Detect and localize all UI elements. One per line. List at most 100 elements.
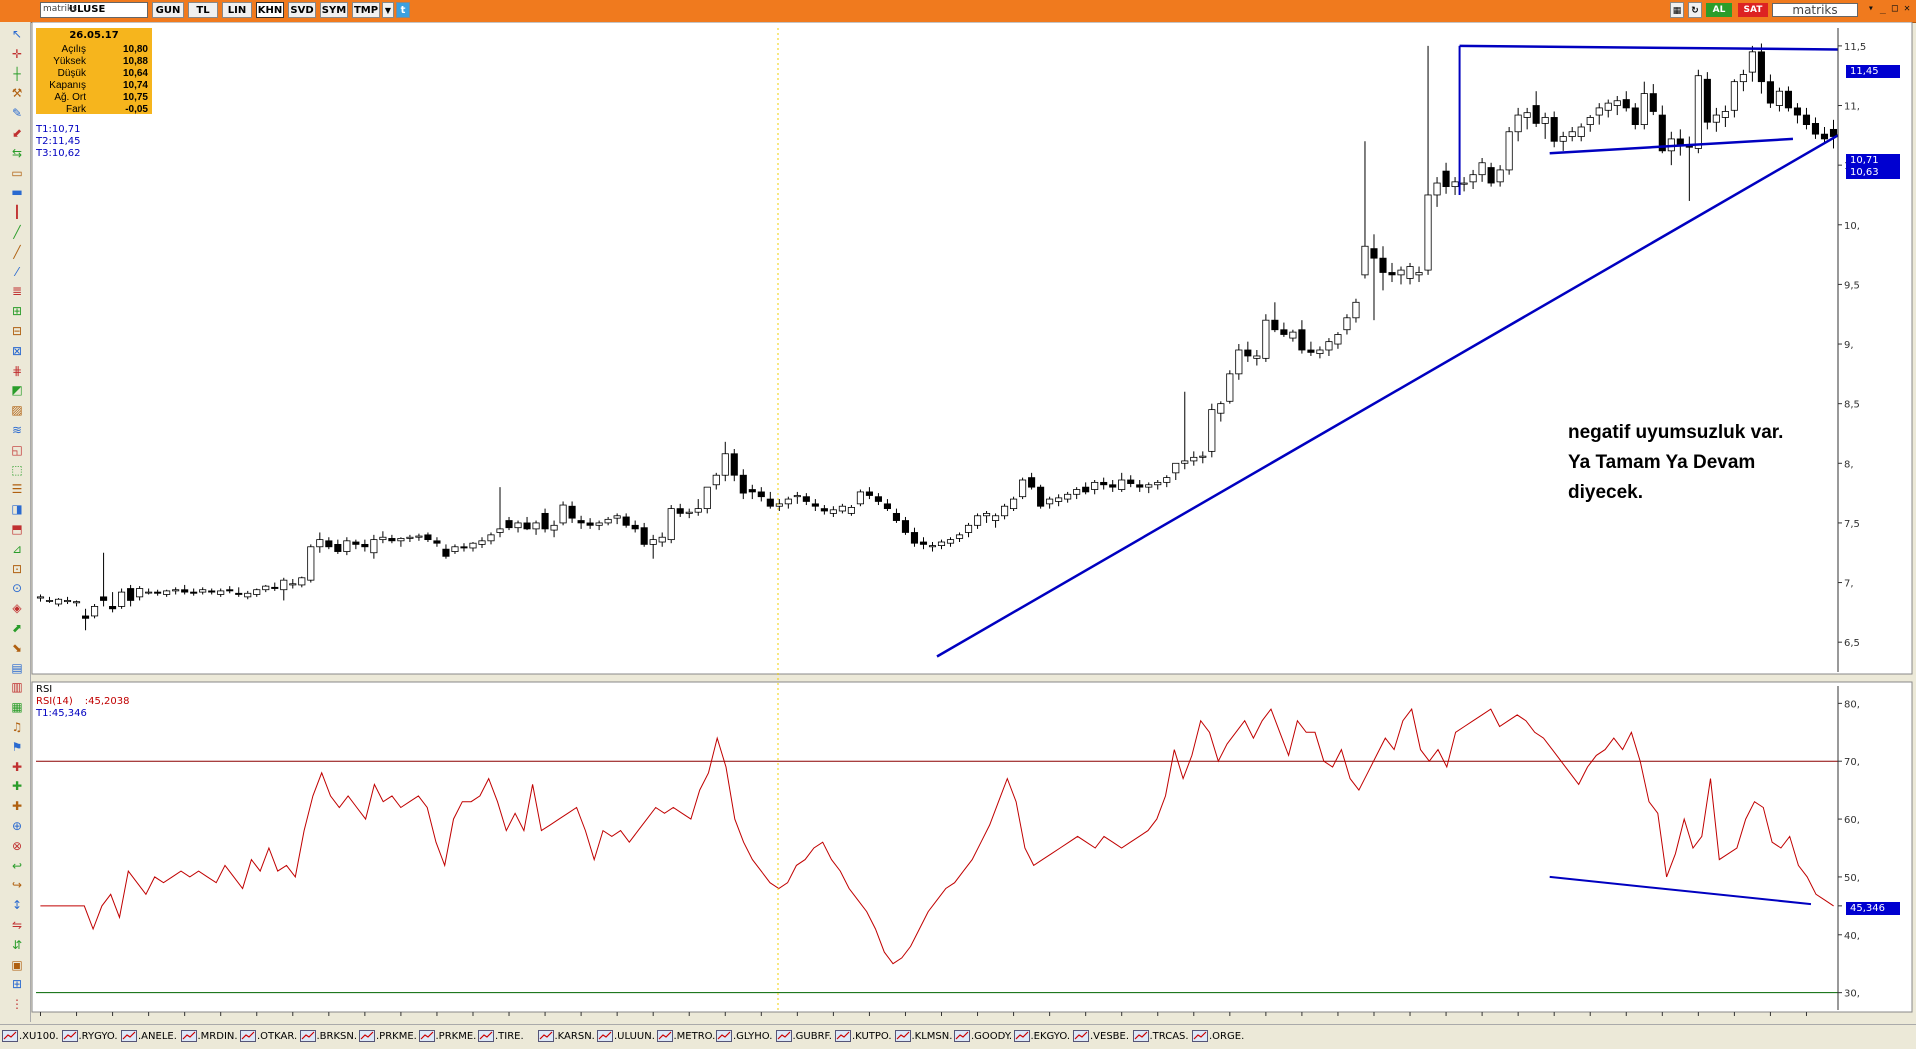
drawing-tool-icon[interactable]: ⊠ [11,343,23,358]
drawing-tool-icon[interactable]: ⬈ [11,621,23,635]
refresh-icon[interactable]: ↻ [1688,2,1702,18]
period-svd-button[interactable]: SVD [288,2,316,18]
drawing-tool-icon[interactable]: ≣ [11,284,23,299]
drawing-tool-icon[interactable]: ⁄ [15,264,18,279]
drawing-tool-icon[interactable]: ⚑ [11,739,23,754]
period-lin-button[interactable]: LIN [222,2,252,18]
drawing-tool-icon[interactable]: ⊞ [11,304,23,319]
drawing-tool-icon[interactable]: ▦ [11,700,23,715]
symbol-tab[interactable]: .XU100. [2,1030,59,1044]
drawing-tool-icon[interactable]: ⋮ [11,997,23,1012]
drawing-tool-icon[interactable]: ⬒ [11,522,23,536]
drawing-tool-icon[interactable]: ↪ [11,878,23,893]
drawing-tool-icon[interactable]: ┼ [13,66,21,81]
drawing-tool-icon[interactable]: ⬋ [11,126,23,140]
drawing-tool-icon[interactable]: ✚ [11,779,23,794]
twitter-icon[interactable]: t [396,2,410,18]
drawing-tool-icon[interactable]: ⚒ [11,86,23,101]
candle-down [739,474,747,494]
drawing-tool-icon[interactable]: ⊞ [11,977,23,992]
symbol-tab[interactable]: .VESBE. [1073,1030,1129,1044]
drawing-tool-icon[interactable]: ▤ [11,660,23,675]
symbol-tab[interactable]: .ULUUN. [597,1030,655,1044]
drawing-tool-icon[interactable]: ⊙ [11,581,23,596]
drawing-tool-icon[interactable]: ◈ [12,601,22,616]
drawing-tool-icon[interactable]: ◱ [11,442,23,457]
symbol-tab[interactable]: .EKGYO. [1013,1030,1070,1044]
minimize-icon[interactable]: ▾ _ [1867,3,1886,14]
period-tl-button[interactable]: TL [188,2,218,18]
drawing-tool-icon[interactable]: ✚ [11,759,23,774]
candle-up [595,522,603,526]
symbol-tab[interactable]: .KLMSN. [894,1030,952,1044]
candle-down [568,505,576,519]
period-tmp-button[interactable]: TMP [352,2,380,18]
drawing-tool-icon[interactable]: ◩ [11,383,23,398]
drawing-tool-icon[interactable]: ▨ [11,403,23,418]
drawing-tool-icon[interactable]: ✎ [11,106,23,121]
symbol-tab-label: .TIRE. [495,1031,524,1042]
candle-down [757,491,765,498]
drawing-tool-icon[interactable]: ⬚ [11,462,23,477]
candle-up [244,592,252,598]
symbol-tab[interactable]: .BRKSN. [299,1030,357,1044]
drawing-tool-icon[interactable]: ▣ [11,957,23,972]
sell-button[interactable]: SAT [1738,3,1768,17]
candle-down [82,615,90,619]
buy-button[interactable]: AL [1706,3,1732,17]
symbol-tab[interactable]: .ORGE. [1192,1030,1244,1044]
period-gun-button[interactable]: GUN [152,2,184,18]
grid-icon[interactable]: ▦ [1670,2,1684,18]
symbol-tab[interactable]: .GUBRF. [775,1030,832,1044]
drawing-tool-icon[interactable]: ☰ [11,482,23,497]
symbol-tab[interactable]: .PRKME. [359,1030,417,1044]
symbol-tab[interactable]: .ANELE. [121,1030,177,1044]
candle-down [181,589,189,593]
drawing-tool-icon[interactable]: ▬ [11,185,23,200]
drawing-tool-icon[interactable]: ⊕ [11,819,23,833]
symbol-tab[interactable]: .MRDIN. [180,1030,238,1044]
drawing-tool-icon[interactable]: ⊡ [11,561,23,576]
drawing-tool-icon[interactable]: ≋ [11,423,23,437]
chart-tab-icon [835,1030,851,1042]
drawing-tool-icon[interactable]: ⊿ [11,541,23,556]
maximize-icon[interactable]: □ [1891,3,1898,14]
drawing-tool-icon[interactable]: ✚ [11,799,23,814]
symbol-tab[interactable]: .TRCAS. [1132,1030,1189,1044]
drawing-tool-icon[interactable]: ╱ [13,225,21,239]
drawing-tool-icon[interactable]: ↩ [11,858,23,873]
symbol-field[interactable]: matriks ULUSE [40,2,148,18]
drawing-tool-icon[interactable]: ⇋ [11,918,23,932]
period-khn-button[interactable]: KHN [256,2,284,18]
drawing-tool-icon[interactable]: ┃ [13,205,21,220]
symbol-tab[interactable]: .METRO. [656,1030,715,1044]
symbol-tab[interactable]: .KUTPO. [835,1030,892,1044]
drawing-tool-icon[interactable]: ⬊ [11,640,23,655]
symbol-tab[interactable]: .OTKAR. [240,1030,297,1044]
symbol-tab[interactable]: .PRKME. [418,1030,476,1044]
symbol-tab[interactable]: .GLYHO. [716,1030,772,1044]
period-sym-button[interactable]: SYM [320,2,348,18]
drawing-tool-icon[interactable]: ♫ [11,720,23,734]
drawing-tool-icon[interactable]: ↖ [11,27,23,41]
drawing-tool-icon[interactable]: ⇵ [11,937,23,952]
drawing-tool-icon[interactable]: ▥ [11,680,23,695]
drawing-tool-icon[interactable]: ⊟ [11,324,23,338]
dropdown-icon[interactable]: ▼ [382,2,394,18]
symbol-tab[interactable]: .KARSN. [537,1030,595,1044]
drawing-tool-icon[interactable]: ⋕ [11,363,23,378]
chart-area: 6,57,7,58,8,59,9,510,10,511,11,5 30,40,5… [31,22,1913,1016]
drawing-tool-icon[interactable]: ✛ [11,46,23,61]
symbol-tab[interactable]: .RYGYO. [61,1030,118,1044]
drawing-tool-icon[interactable]: ↕ [11,898,23,913]
symbol-tab[interactable]: .GOODY. [954,1030,1012,1044]
window-controls[interactable]: ▾ _ □ ✕ [1868,3,1910,14]
drawing-tool-icon[interactable]: ╱ [13,244,21,259]
symbol-tab[interactable]: .TIRE. [478,1030,524,1044]
close-icon[interactable]: ✕ [1903,3,1910,14]
drawing-tool-icon[interactable]: ⊗ [11,838,23,853]
chart-tab-icon [359,1030,375,1042]
drawing-tool-icon[interactable]: ⇆ [11,145,23,160]
drawing-tool-icon[interactable]: ▭ [11,165,23,180]
drawing-tool-icon[interactable]: ◨ [11,502,23,517]
